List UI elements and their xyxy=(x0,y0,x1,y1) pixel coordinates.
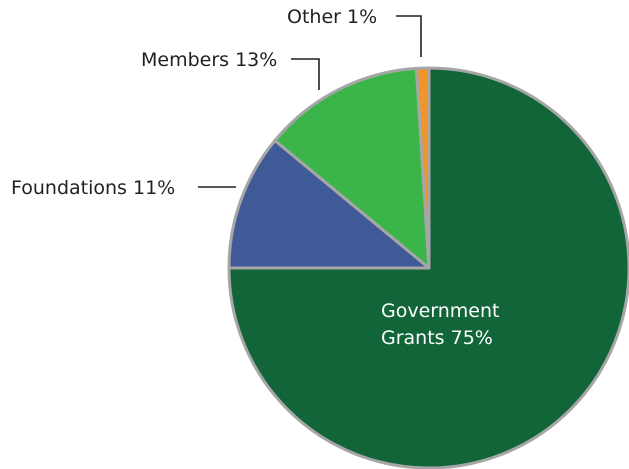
leader-members xyxy=(291,59,319,90)
leader-other xyxy=(396,16,421,57)
label-government-line1: Government xyxy=(381,300,500,322)
label-foundations: Foundations 11% xyxy=(11,177,175,199)
label-members: Members 13% xyxy=(141,49,277,71)
label-other: Other 1% xyxy=(287,6,377,28)
label-government-line2: Grants 75% xyxy=(381,327,493,349)
pie-slices xyxy=(229,68,629,468)
